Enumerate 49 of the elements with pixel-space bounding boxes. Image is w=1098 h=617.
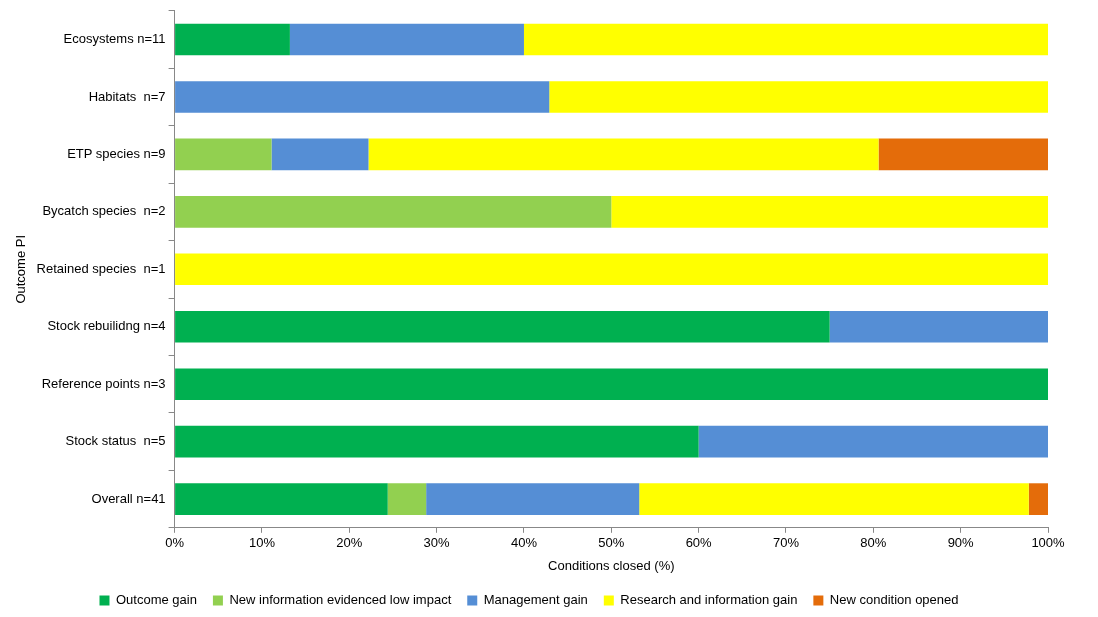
y-tick-label: Stock status n=5 xyxy=(65,433,166,449)
legend-label: Outcome gain xyxy=(115,592,197,608)
legend-label: New information evidenced low impact xyxy=(229,592,452,608)
bar xyxy=(1028,483,1048,515)
y-tick-label: Ecosystems n=11 xyxy=(63,31,166,47)
y-tick-label: Bycatch species n=2 xyxy=(42,203,166,219)
bar xyxy=(611,196,1048,228)
x-tick-label: 0% xyxy=(165,535,185,551)
bar xyxy=(829,310,1048,343)
x-tick-label: 50% xyxy=(598,535,625,551)
bar xyxy=(175,23,290,56)
bar xyxy=(175,310,830,343)
x-tick-label: 20% xyxy=(336,535,363,551)
y-tick-label: ETP species n=9 xyxy=(67,145,166,161)
y-tick-label: Overall n=41 xyxy=(91,490,166,506)
bar xyxy=(175,196,612,228)
bar xyxy=(698,425,1048,458)
bar xyxy=(175,368,1048,400)
bar xyxy=(523,23,1048,56)
y-tick-label: Reference points n=3 xyxy=(41,375,166,391)
y-axis-title: Outcome PI xyxy=(13,234,29,304)
legend-label: New condition opened xyxy=(829,592,959,608)
bar xyxy=(175,425,699,458)
x-tick-label: 100% xyxy=(1031,535,1066,551)
bar xyxy=(426,483,640,515)
legend-label: Research and information gain xyxy=(620,592,798,608)
bar xyxy=(639,483,1029,515)
bar xyxy=(878,138,1048,171)
bar xyxy=(175,253,1048,286)
bar xyxy=(175,483,388,515)
y-tick-label: Stock rebuilidng n=4 xyxy=(47,318,166,334)
y-tick-label: Habitats n=7 xyxy=(88,88,166,104)
x-tick-label: 80% xyxy=(860,535,887,551)
bar xyxy=(175,81,550,113)
bar xyxy=(368,138,879,171)
x-tick-label: 70% xyxy=(772,535,800,551)
bar xyxy=(289,23,524,56)
x-axis-title: Conditions closed (%) xyxy=(548,557,675,573)
x-tick-label: 40% xyxy=(510,535,538,551)
x-tick-label: 90% xyxy=(947,535,975,551)
bar xyxy=(549,81,1048,113)
x-tick-label: 60% xyxy=(685,535,713,551)
legend-label: Management gain xyxy=(483,592,588,608)
y-tick-label: Retained species n=1 xyxy=(36,260,166,276)
x-tick-label: 30% xyxy=(423,535,451,551)
bar xyxy=(175,138,272,171)
x-tick-label: 10% xyxy=(248,535,276,551)
bar xyxy=(387,483,427,515)
bar xyxy=(271,138,369,171)
